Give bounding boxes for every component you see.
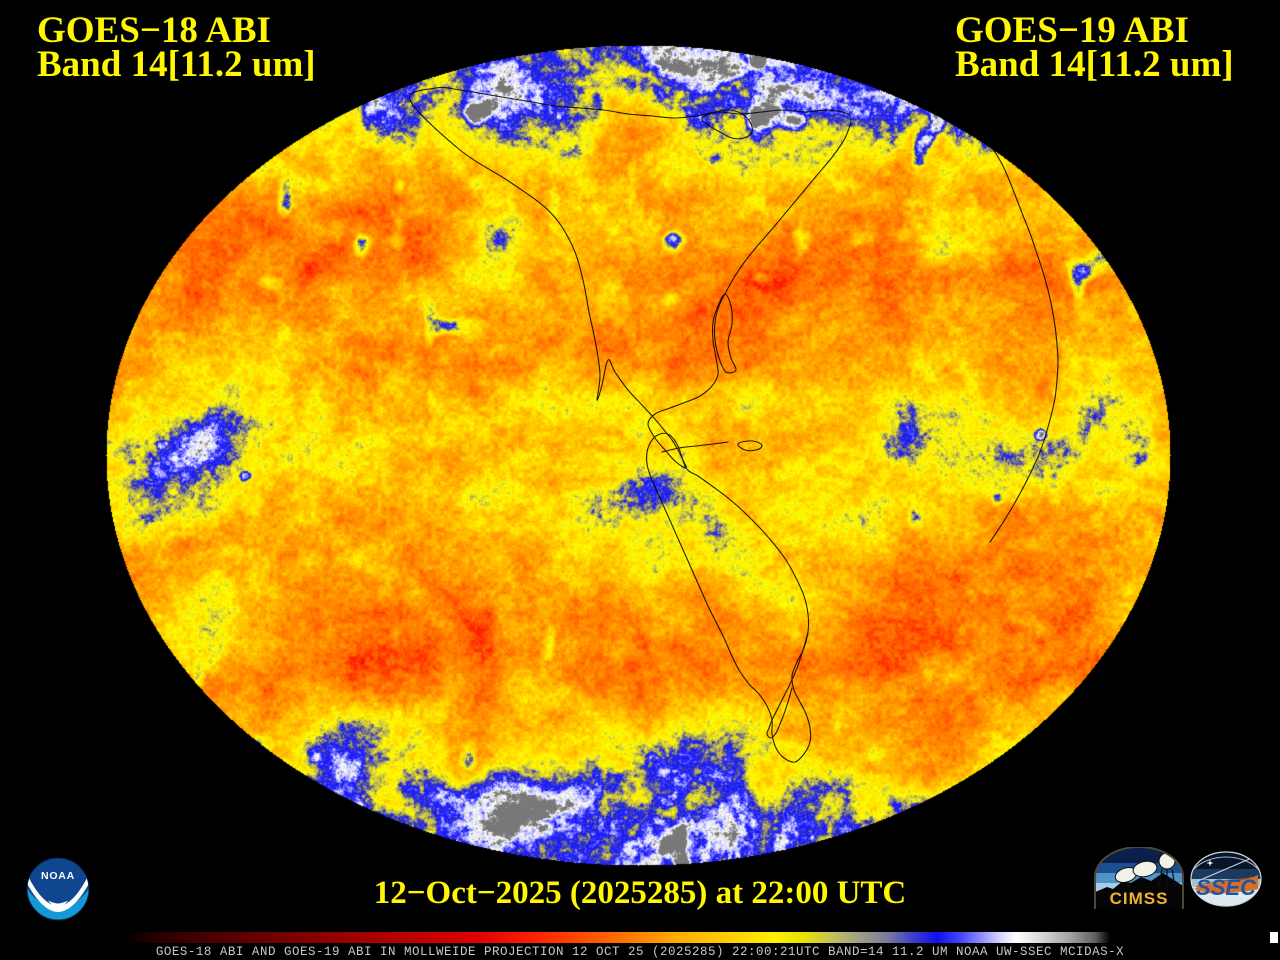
svg-text:SSEC: SSEC [1196, 875, 1257, 900]
svg-text:CIMSS: CIMSS [1110, 889, 1169, 908]
svg-text:NOAA: NOAA [41, 870, 75, 882]
